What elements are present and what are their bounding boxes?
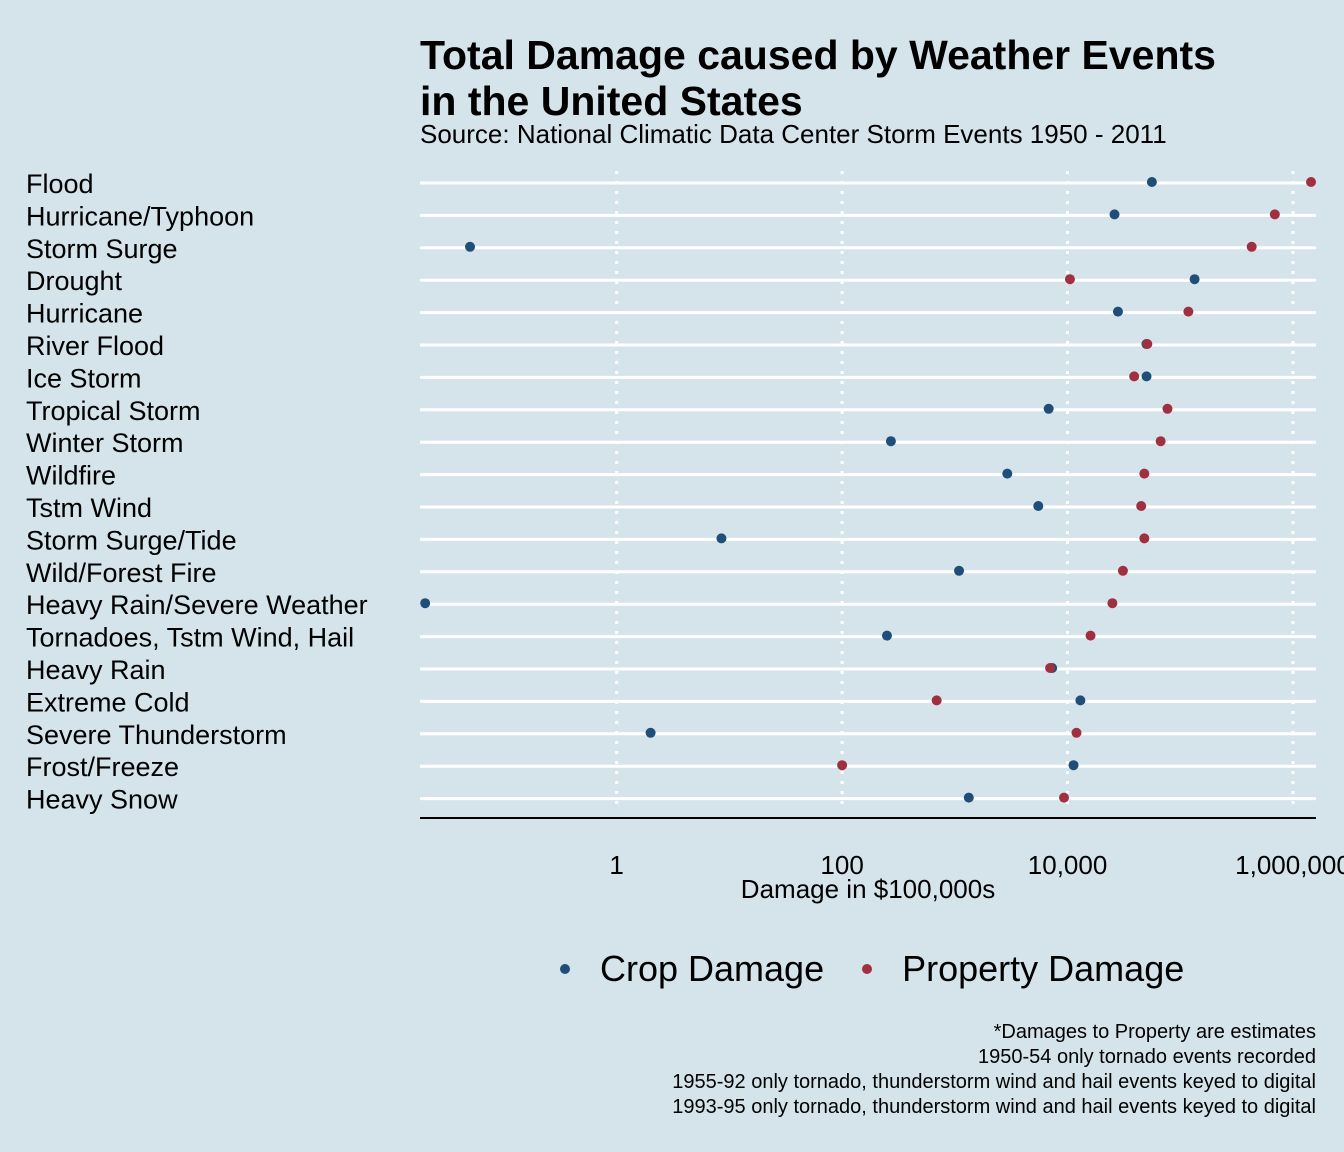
x-tick-label: 1 xyxy=(609,850,623,880)
category-label: Storm Surge/Tide xyxy=(26,525,237,555)
crop-point xyxy=(1033,501,1044,511)
legend-item-crop: Crop Damage xyxy=(560,948,824,990)
property-point xyxy=(1139,533,1150,544)
property-point xyxy=(1117,565,1128,576)
crop-point xyxy=(1002,468,1013,479)
property-point xyxy=(1085,630,1096,641)
property-point xyxy=(1139,468,1150,479)
property-point xyxy=(931,695,942,706)
crop-point xyxy=(1189,274,1200,285)
category-label: Drought xyxy=(26,266,123,296)
category-label: Heavy Snow xyxy=(26,785,178,815)
crop-point xyxy=(1146,177,1157,187)
crop-point xyxy=(420,598,431,609)
property-point xyxy=(1246,241,1257,252)
crop-point xyxy=(716,533,727,544)
property-point xyxy=(1071,727,1082,738)
property-point xyxy=(1183,306,1194,317)
crop-point xyxy=(1068,760,1079,771)
property-point xyxy=(1306,177,1317,187)
property-point xyxy=(1045,663,1056,673)
category-label: River Flood xyxy=(26,331,164,361)
x-tick-label: 1,000,000 xyxy=(1235,850,1344,880)
footnote-2: 1950-54 only tornado events recorded xyxy=(977,1046,1316,1068)
footnote-4: 1993-95 only tornado, thunderstorm wind … xyxy=(672,1096,1316,1118)
property-point xyxy=(1155,436,1166,447)
category-label: Ice Storm xyxy=(26,363,142,393)
legend-dot-crop xyxy=(560,964,570,974)
category-label: Flood xyxy=(26,169,94,199)
property-point xyxy=(1269,209,1280,220)
category-label: Heavy Rain xyxy=(26,655,166,685)
footnote-3: 1955-92 only tornado, thunderstorm wind … xyxy=(672,1071,1316,1093)
crop-point xyxy=(881,630,892,641)
crop-point xyxy=(954,565,965,576)
category-label: Tropical Storm xyxy=(26,396,201,426)
chart-title-line-2: in the United States xyxy=(420,78,803,124)
property-point xyxy=(1142,339,1153,349)
property-point xyxy=(1129,371,1140,382)
crop-point xyxy=(645,727,656,738)
category-label: Heavy Rain/Severe Weather xyxy=(26,590,368,620)
crop-point xyxy=(963,792,974,803)
category-label: Wildfire xyxy=(26,461,116,491)
x-tick-label: 100 xyxy=(820,850,863,880)
property-point xyxy=(837,760,848,771)
crop-point xyxy=(1109,209,1120,220)
crop-point xyxy=(1075,695,1086,706)
x-tick-label: 10,000 xyxy=(1028,850,1108,880)
footnote-1: *Damages to Property are estimates xyxy=(993,1021,1316,1043)
category-label: Tstm Wind xyxy=(26,493,152,523)
property-point xyxy=(1162,403,1173,414)
plot-area: 1 100 10,000 1,000,000 Damage in $100,000s Fl… xyxy=(26,169,1344,904)
chart-title-line-1: Total Damage caused by Weather Events xyxy=(420,32,1216,78)
category-label: Hurricane xyxy=(26,299,143,329)
property-point xyxy=(1058,792,1069,803)
category-label: Hurricane/Typhoon xyxy=(26,201,254,231)
chart-subtitle: Source: National Climatic Data Center St… xyxy=(420,119,1167,149)
category-label: Severe Thunderstorm xyxy=(26,720,287,750)
legend-dot-property xyxy=(862,964,873,974)
legend-label-crop: Crop Damage xyxy=(600,948,825,989)
category-label: Extreme Cold xyxy=(26,687,190,717)
category-label: Wild/Forest Fire xyxy=(26,558,217,588)
crop-point xyxy=(465,241,476,252)
category-label: Frost/Freeze xyxy=(26,752,179,782)
legend-item-property: Property Damage xyxy=(862,948,1184,990)
property-point xyxy=(1107,598,1118,609)
property-point xyxy=(1064,274,1075,285)
property-point xyxy=(1136,501,1147,511)
category-label: Tornadoes, Tstm Wind, Hail xyxy=(26,623,354,653)
category-label: Winter Storm xyxy=(26,428,184,458)
crop-point xyxy=(1043,403,1054,414)
x-axis-label: Damage in $100,000s xyxy=(741,874,995,904)
crop-point xyxy=(1141,371,1152,382)
legend: Crop Damage Property Damage xyxy=(560,948,1184,990)
legend-label-property: Property Damage xyxy=(902,948,1185,989)
crop-point xyxy=(1112,306,1123,317)
category-label: Storm Surge xyxy=(26,234,178,264)
crop-point xyxy=(885,436,896,447)
